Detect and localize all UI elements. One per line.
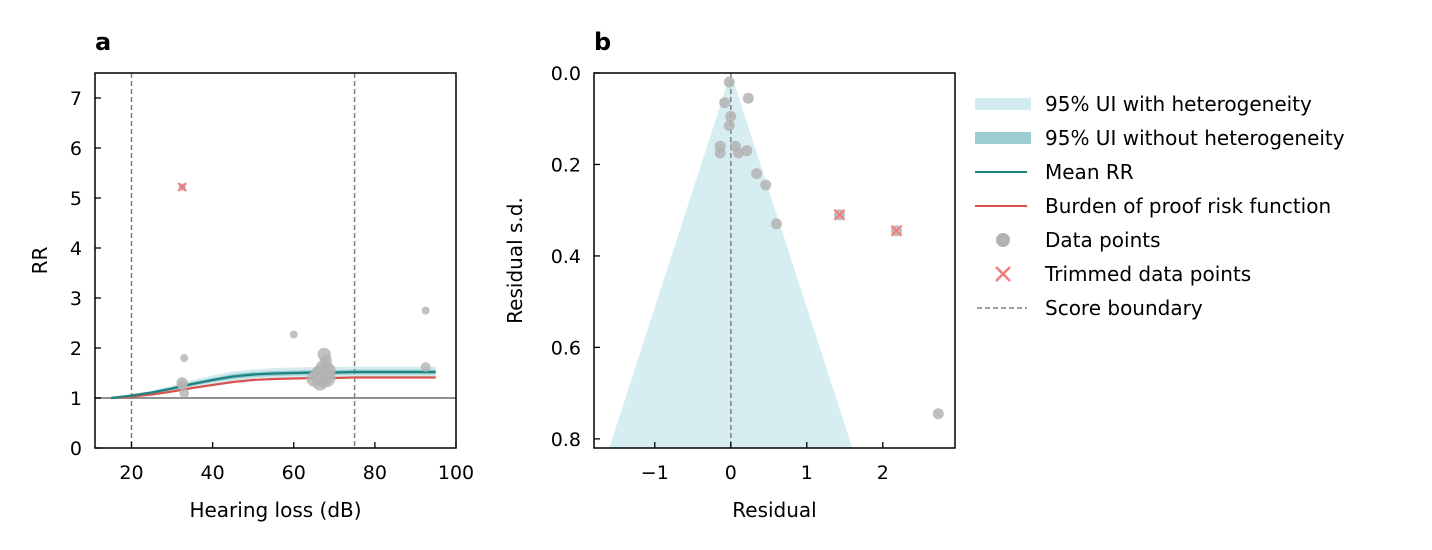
data-point <box>741 145 753 157</box>
legend-label: Mean RR <box>1045 160 1134 184</box>
legend: 95% UI with heterogeneity 95% UI without … <box>975 92 1345 320</box>
legend-label: 95% UI without heterogeneity <box>1045 126 1345 150</box>
panel-b-y-axis-label: Residual s.d. <box>503 197 527 324</box>
legend-item-burden-of-proof: Burden of proof risk function <box>975 194 1331 218</box>
mean-rr-line <box>111 370 436 400</box>
panel-a-trimmed-points <box>177 182 187 192</box>
data-point <box>760 179 772 191</box>
data-point <box>180 354 189 362</box>
panel-a-y-axis-label: RR <box>28 247 52 275</box>
data-point <box>421 306 430 315</box>
legend-item-data-points: Data points <box>996 228 1161 252</box>
y-tick-label: 6 <box>70 138 82 160</box>
y-tick-label: 0.4 <box>551 246 581 268</box>
burden-of-proof-line <box>111 376 436 400</box>
y-tick-label: 0.2 <box>551 154 581 176</box>
panel-b-chart: −1 0 1 2 0.0 0.2 0.4 0.6 0.8 Residual Residual … <box>503 63 956 522</box>
x-tick-label: −1 <box>641 462 669 484</box>
legend-label: Score boundary <box>1045 296 1203 320</box>
panel-b-y-ticks: 0.0 0.2 0.4 0.6 0.8 <box>551 63 600 451</box>
data-point <box>742 92 754 104</box>
legend-item-ui-without-heterogeneity: 95% UI without heterogeneity <box>975 126 1345 150</box>
y-tick-label: 2 <box>70 338 82 360</box>
legend-label: Trimmed data points <box>1044 262 1251 286</box>
data-point <box>751 168 763 180</box>
panel-b-x-axis-label: Residual <box>732 498 816 522</box>
data-point <box>179 388 190 398</box>
data-point <box>732 147 744 159</box>
y-tick-label: 1 <box>70 388 82 410</box>
data-point <box>725 110 737 122</box>
y-tick-label: 4 <box>70 238 82 260</box>
legend-swatch <box>995 266 1011 282</box>
legend-item-ui-with-heterogeneity: 95% UI with heterogeneity <box>975 92 1312 116</box>
legend-swatch <box>975 132 1031 144</box>
panel-a-reference-lines <box>95 73 456 448</box>
legend-swatch <box>996 233 1010 247</box>
data-point <box>723 120 735 132</box>
y-tick-label: 0.8 <box>551 429 581 451</box>
data-point <box>320 362 336 379</box>
trimmed-data-point <box>833 208 846 221</box>
panel-a-x-ticks: 20 40 60 80 100 <box>119 442 474 484</box>
x-tick-label: 0 <box>725 462 737 484</box>
data-point <box>320 354 333 367</box>
panel-b-label: b <box>594 28 611 56</box>
data-point <box>289 330 298 339</box>
legend-swatch <box>975 98 1031 110</box>
legend-label: 95% UI with heterogeneity <box>1045 92 1312 116</box>
data-point <box>714 147 726 159</box>
legend-label: Burden of proof risk function <box>1045 194 1331 218</box>
panel-b-frame <box>593 72 956 449</box>
x-tick-label: 60 <box>282 462 306 484</box>
x-tick-label: 20 <box>119 462 143 484</box>
legend-item-trimmed-points: Trimmed data points <box>995 262 1251 286</box>
x-tick-label: 40 <box>201 462 225 484</box>
panel-a-y-ticks: 0 1 2 3 4 5 6 7 <box>70 88 101 460</box>
trimmed-data-point <box>177 182 187 192</box>
y-tick-label: 7 <box>70 88 82 110</box>
data-point <box>719 97 731 109</box>
data-point <box>723 76 735 88</box>
panel-b-x-ticks: −1 0 1 2 <box>641 442 889 484</box>
x-tick-label: 2 <box>877 462 889 484</box>
panel-a-frame <box>94 72 457 449</box>
trimmed-data-point <box>890 224 903 237</box>
data-point <box>420 362 431 372</box>
legend-label: Data points <box>1045 228 1161 252</box>
legend-item-score-boundary: Score boundary <box>977 296 1203 320</box>
data-point <box>770 218 782 230</box>
panel-a-chart: 20 40 60 80 100 0 1 2 3 4 5 6 7 Hearing loss (dB) R… <box>28 72 474 522</box>
x-tick-label: 1 <box>801 462 813 484</box>
y-tick-label: 3 <box>70 288 82 310</box>
y-tick-label: 0.0 <box>551 63 581 85</box>
y-tick-label: 5 <box>70 188 82 210</box>
panel-a-label: a <box>95 28 111 56</box>
data-point <box>932 408 944 420</box>
x-tick-label: 100 <box>438 462 474 484</box>
panel-a-x-axis-label: Hearing loss (dB) <box>189 498 361 522</box>
legend-item-mean-rr: Mean RR <box>975 160 1134 184</box>
panel-a-points <box>176 306 431 398</box>
y-tick-label: 0.6 <box>551 337 581 359</box>
panel-a-curves <box>111 370 436 400</box>
panel-b-trimmed-points <box>833 208 903 237</box>
data-point <box>177 380 188 390</box>
x-tick-label: 80 <box>363 462 387 484</box>
y-tick-label: 0 <box>70 438 82 460</box>
